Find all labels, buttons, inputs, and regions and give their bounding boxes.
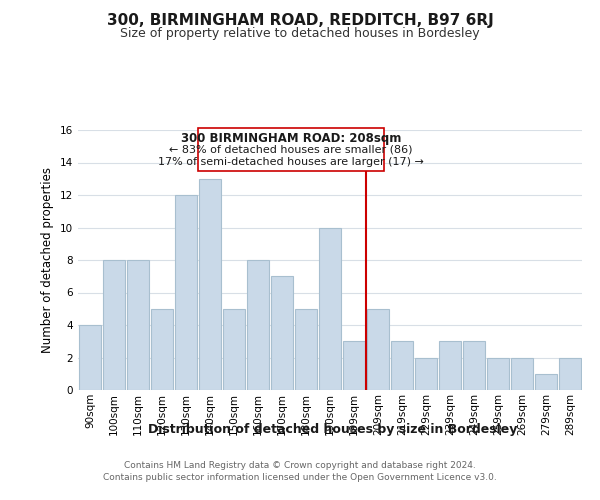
Bar: [103, 260, 125, 390]
Bar: [295, 308, 317, 390]
Text: 300, BIRMINGHAM ROAD, REDDITCH, B97 6RJ: 300, BIRMINGHAM ROAD, REDDITCH, B97 6RJ: [107, 12, 493, 28]
Text: Distribution of detached houses by size in Bordesley: Distribution of detached houses by size …: [148, 422, 518, 436]
Bar: [487, 358, 509, 390]
Bar: [343, 341, 365, 390]
FancyBboxPatch shape: [198, 128, 384, 170]
Bar: [559, 358, 581, 390]
Bar: [199, 179, 221, 390]
Text: 300 BIRMINGHAM ROAD: 208sqm: 300 BIRMINGHAM ROAD: 208sqm: [181, 132, 401, 145]
Bar: [511, 358, 533, 390]
Bar: [463, 341, 485, 390]
Bar: [391, 341, 413, 390]
Y-axis label: Number of detached properties: Number of detached properties: [41, 167, 55, 353]
Bar: [223, 308, 245, 390]
Text: ← 83% of detached houses are smaller (86): ← 83% of detached houses are smaller (86…: [169, 144, 413, 154]
Bar: [271, 276, 293, 390]
Bar: [127, 260, 149, 390]
Text: Contains HM Land Registry data © Crown copyright and database right 2024.
Contai: Contains HM Land Registry data © Crown c…: [103, 461, 497, 482]
Text: Size of property relative to detached houses in Bordesley: Size of property relative to detached ho…: [120, 28, 480, 40]
Bar: [439, 341, 461, 390]
Bar: [151, 308, 173, 390]
Bar: [367, 308, 389, 390]
Bar: [175, 195, 197, 390]
Text: 17% of semi-detached houses are larger (17) →: 17% of semi-detached houses are larger (…: [158, 157, 424, 167]
Bar: [415, 358, 437, 390]
Bar: [319, 228, 341, 390]
Bar: [247, 260, 269, 390]
Bar: [535, 374, 557, 390]
Bar: [79, 325, 101, 390]
